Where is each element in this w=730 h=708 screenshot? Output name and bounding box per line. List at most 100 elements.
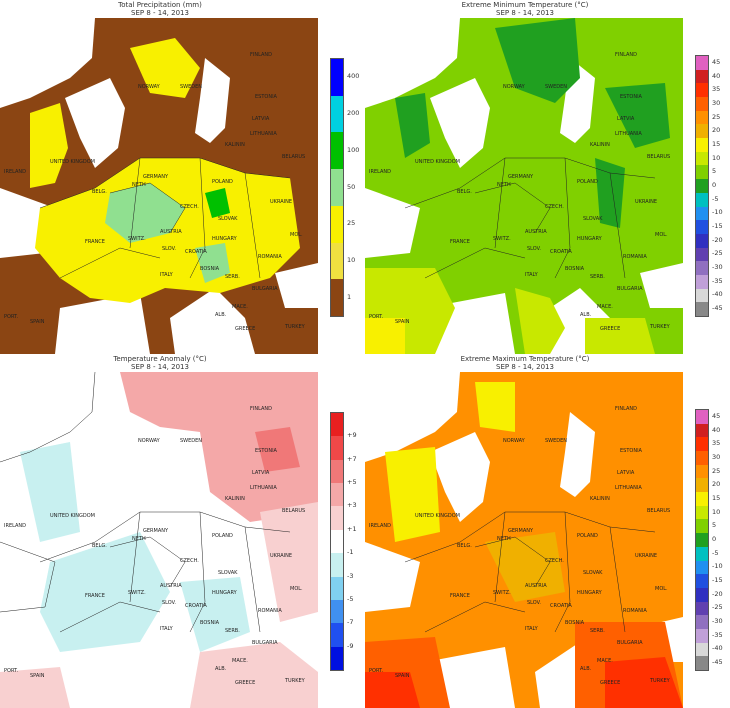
colorbar-label: 35 xyxy=(712,85,721,94)
label-austria: AUSTRIA xyxy=(160,583,182,589)
colorbar-swatch xyxy=(696,601,708,616)
colorbar-label: 400 xyxy=(347,72,360,81)
label-belg: BELG. xyxy=(457,543,472,549)
label-uk: UNITED KINGDOM xyxy=(50,513,95,519)
label-croatia: CROATIA xyxy=(550,249,572,255)
colorbar-swatch xyxy=(696,247,708,262)
label-moldova: MOL. xyxy=(290,586,303,592)
colorbar-swatch xyxy=(696,533,708,548)
label-macedonia: MACE. xyxy=(232,304,248,310)
label-neth: NETH xyxy=(132,182,146,188)
label-uk: UNITED KINGDOM xyxy=(415,159,460,165)
label-ukraine: UKRAINE xyxy=(270,199,292,205)
label-france: FRANCE xyxy=(85,239,105,245)
label-kalinin: KALININ xyxy=(590,496,610,502)
label-bulgaria: BULGARIA xyxy=(252,286,278,292)
colorbar-label: 100 xyxy=(347,145,360,154)
colorbar-label: +5 xyxy=(347,478,357,487)
colorbar-swatch xyxy=(696,233,708,249)
label-italy: ITALY xyxy=(525,272,539,278)
colorbar-label: +3 xyxy=(347,501,357,510)
tmin-cool-pol xyxy=(595,158,625,228)
label-france: FRANCE xyxy=(85,593,105,599)
label-bosnia: BOSNIA xyxy=(565,620,585,626)
baltic-sea xyxy=(195,58,230,143)
label-finland: FINLAND xyxy=(250,52,272,58)
colorbar-swatch xyxy=(696,110,708,125)
label-hungary: HUNGARY xyxy=(577,236,603,242)
anom-title: Temperature Anomaly (°C) xyxy=(113,355,207,363)
anom-panel: Temperature Anomaly (°C) SEP 8 - 14, 201… xyxy=(0,354,365,708)
colorbar-label: -10 xyxy=(712,562,723,571)
label-ireland: IRELAND xyxy=(369,169,391,175)
colorbar-swatch xyxy=(696,628,708,644)
label-greece: GREECE xyxy=(235,326,255,332)
colorbar-label: 25 xyxy=(712,112,721,121)
colorbar-label: +9 xyxy=(347,431,357,440)
north-sea xyxy=(430,78,490,168)
label-finland: FINLAND xyxy=(615,406,637,412)
colorbar-swatch xyxy=(331,553,343,578)
colorbar-label: -45 xyxy=(712,658,723,667)
label-sweden: SWEDEN xyxy=(545,438,567,444)
label-turkey: TURKEY xyxy=(284,678,306,684)
label-belarus: BELARUS xyxy=(647,154,670,160)
label-hungary: HUNGARY xyxy=(577,590,603,596)
baltic-sea xyxy=(560,412,595,497)
tmax-hottest-iberia xyxy=(365,672,420,708)
label-france: FRANCE xyxy=(450,593,470,599)
label-turkey: TURKEY xyxy=(284,324,306,330)
label-czech: CZECH. xyxy=(545,558,564,564)
anom-warm-east xyxy=(260,502,318,622)
precip-map: FINLAND NORWAY SWEDEN ESTONIA LATVIA LIT… xyxy=(0,18,318,354)
colorbar-label: -20 xyxy=(712,589,723,598)
colorbar-label: 20 xyxy=(712,126,721,135)
tmin-cool-scand xyxy=(495,18,580,103)
label-neth: NETH xyxy=(497,182,511,188)
label-albania: ALB. xyxy=(215,312,227,318)
tmax-map: FINLAND NORWAY SWEDEN ESTONIA LATVIA LIT… xyxy=(365,372,683,708)
label-macedonia: MACE. xyxy=(597,658,613,664)
colorbar-swatch xyxy=(331,95,343,133)
colorbar-label: -40 xyxy=(712,644,723,653)
label-latvia: LATVIA xyxy=(617,116,635,122)
label-romania: ROMANIA xyxy=(258,254,282,260)
colorbar-swatch xyxy=(696,69,708,84)
colorbar-label: 30 xyxy=(712,98,721,107)
label-ukraine: UKRAINE xyxy=(635,199,657,205)
precip-title: Total Precipitation (mm) xyxy=(118,1,202,9)
label-kalinin: KALININ xyxy=(590,142,610,148)
tmin-map: FINLAND NORWAY SWEDEN ESTONIA LATVIA LIT… xyxy=(365,18,683,354)
colorbar-swatch xyxy=(696,206,708,221)
label-finland: FINLAND xyxy=(615,52,637,58)
colorbar-swatch xyxy=(331,646,343,671)
label-slov: SLOV. xyxy=(527,246,541,252)
label-serbia: SERB. xyxy=(590,628,605,634)
country-borders xyxy=(404,157,656,279)
biscay-sea xyxy=(365,188,420,258)
colorbar-swatch xyxy=(696,220,708,235)
label-norway: NORWAY xyxy=(503,84,526,90)
label-italy: ITALY xyxy=(525,626,539,632)
label-belarus: BELARUS xyxy=(647,508,670,514)
tmax-dates: SEP 8 - 14, 2013 xyxy=(496,363,554,371)
colorbar-swatch xyxy=(331,436,343,461)
label-bosnia: BOSNIA xyxy=(200,266,220,272)
colorbar-label: 35 xyxy=(712,439,721,448)
colorbar-label: 50 xyxy=(347,182,356,191)
tmin-cool-east xyxy=(605,83,670,148)
colorbar-swatch xyxy=(696,492,708,507)
anom-colorbar xyxy=(330,412,344,671)
label-spain: SPAIN xyxy=(30,319,45,325)
colorbar-label: -15 xyxy=(712,222,723,231)
colorbar-swatch xyxy=(696,478,708,493)
colorbar-label: -1 xyxy=(347,548,354,557)
colorbar-swatch xyxy=(696,151,708,166)
colorbar-label: 5 xyxy=(712,167,717,176)
label-turkey: TURKEY xyxy=(649,678,671,684)
precip-heavy-pol xyxy=(205,188,230,218)
label-estonia: ESTONIA xyxy=(255,448,278,454)
label-croatia: CROATIA xyxy=(185,249,207,255)
colorbar-label: 200 xyxy=(347,109,360,118)
label-romania: ROMANIA xyxy=(258,608,282,614)
